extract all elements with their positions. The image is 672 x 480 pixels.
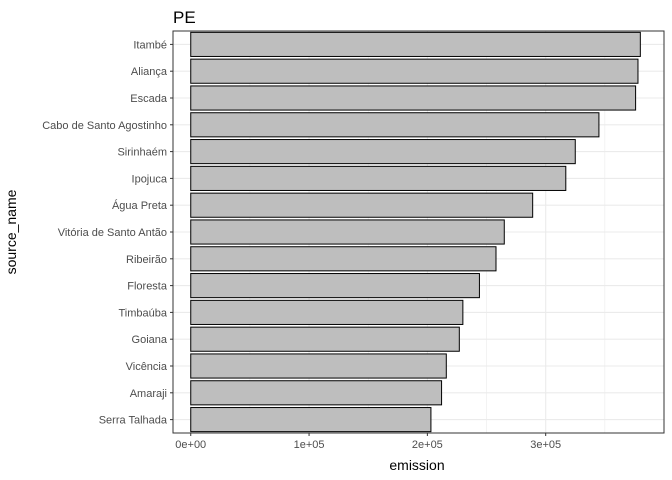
bar xyxy=(190,299,464,325)
y-tick-label: Serra Talhada xyxy=(99,415,168,427)
x-tick-label: 1e+05 xyxy=(294,439,325,451)
bar xyxy=(190,380,443,406)
bar xyxy=(190,58,639,84)
bars xyxy=(190,31,641,433)
bar xyxy=(190,273,480,299)
y-tick-label: Timbaúba xyxy=(118,307,167,319)
y-tick-label: Água Preta xyxy=(112,199,168,212)
bar xyxy=(190,246,497,272)
y-tick-label: Aliança xyxy=(131,66,168,78)
y-tick-label: Ribeirão xyxy=(126,254,167,266)
y-tick-label: Escada xyxy=(130,93,168,105)
x-tick-label: 0e+00 xyxy=(175,439,206,451)
y-tick-label: Floresta xyxy=(127,281,168,293)
bar xyxy=(190,353,447,379)
bar xyxy=(190,139,576,165)
bar xyxy=(190,407,432,433)
bar xyxy=(190,326,460,352)
bar xyxy=(190,165,567,191)
y-tick-label: Vicência xyxy=(126,361,168,373)
y-axis-ticks: Itambé Aliança Escada Cabo de Santo Agostin… xyxy=(42,39,173,427)
y-tick-label: Vitória de Santo Antão xyxy=(58,227,167,239)
bar xyxy=(190,219,505,245)
bar xyxy=(190,85,637,111)
y-tick-label: Sirinhaém xyxy=(117,147,167,159)
y-axis-title: source_name xyxy=(3,189,19,274)
y-tick-label: Goiana xyxy=(132,334,168,346)
y-tick-label: Cabo de Santo Agostinho xyxy=(42,120,167,132)
x-axis-title: emission xyxy=(389,457,444,473)
y-tick-label: Itambé xyxy=(133,39,167,51)
x-tick-label: 2e+05 xyxy=(412,439,443,451)
bar xyxy=(190,112,600,138)
x-tick-label: 3e+05 xyxy=(530,439,561,451)
x-axis-ticks: 0e+00 1e+05 2e+05 3e+05 xyxy=(175,433,561,451)
bar xyxy=(190,192,534,218)
bar xyxy=(190,31,641,57)
chart-title: PE xyxy=(173,8,196,27)
y-tick-label: Ipojuca xyxy=(132,173,168,185)
y-tick-label: Amaraji xyxy=(130,388,167,400)
